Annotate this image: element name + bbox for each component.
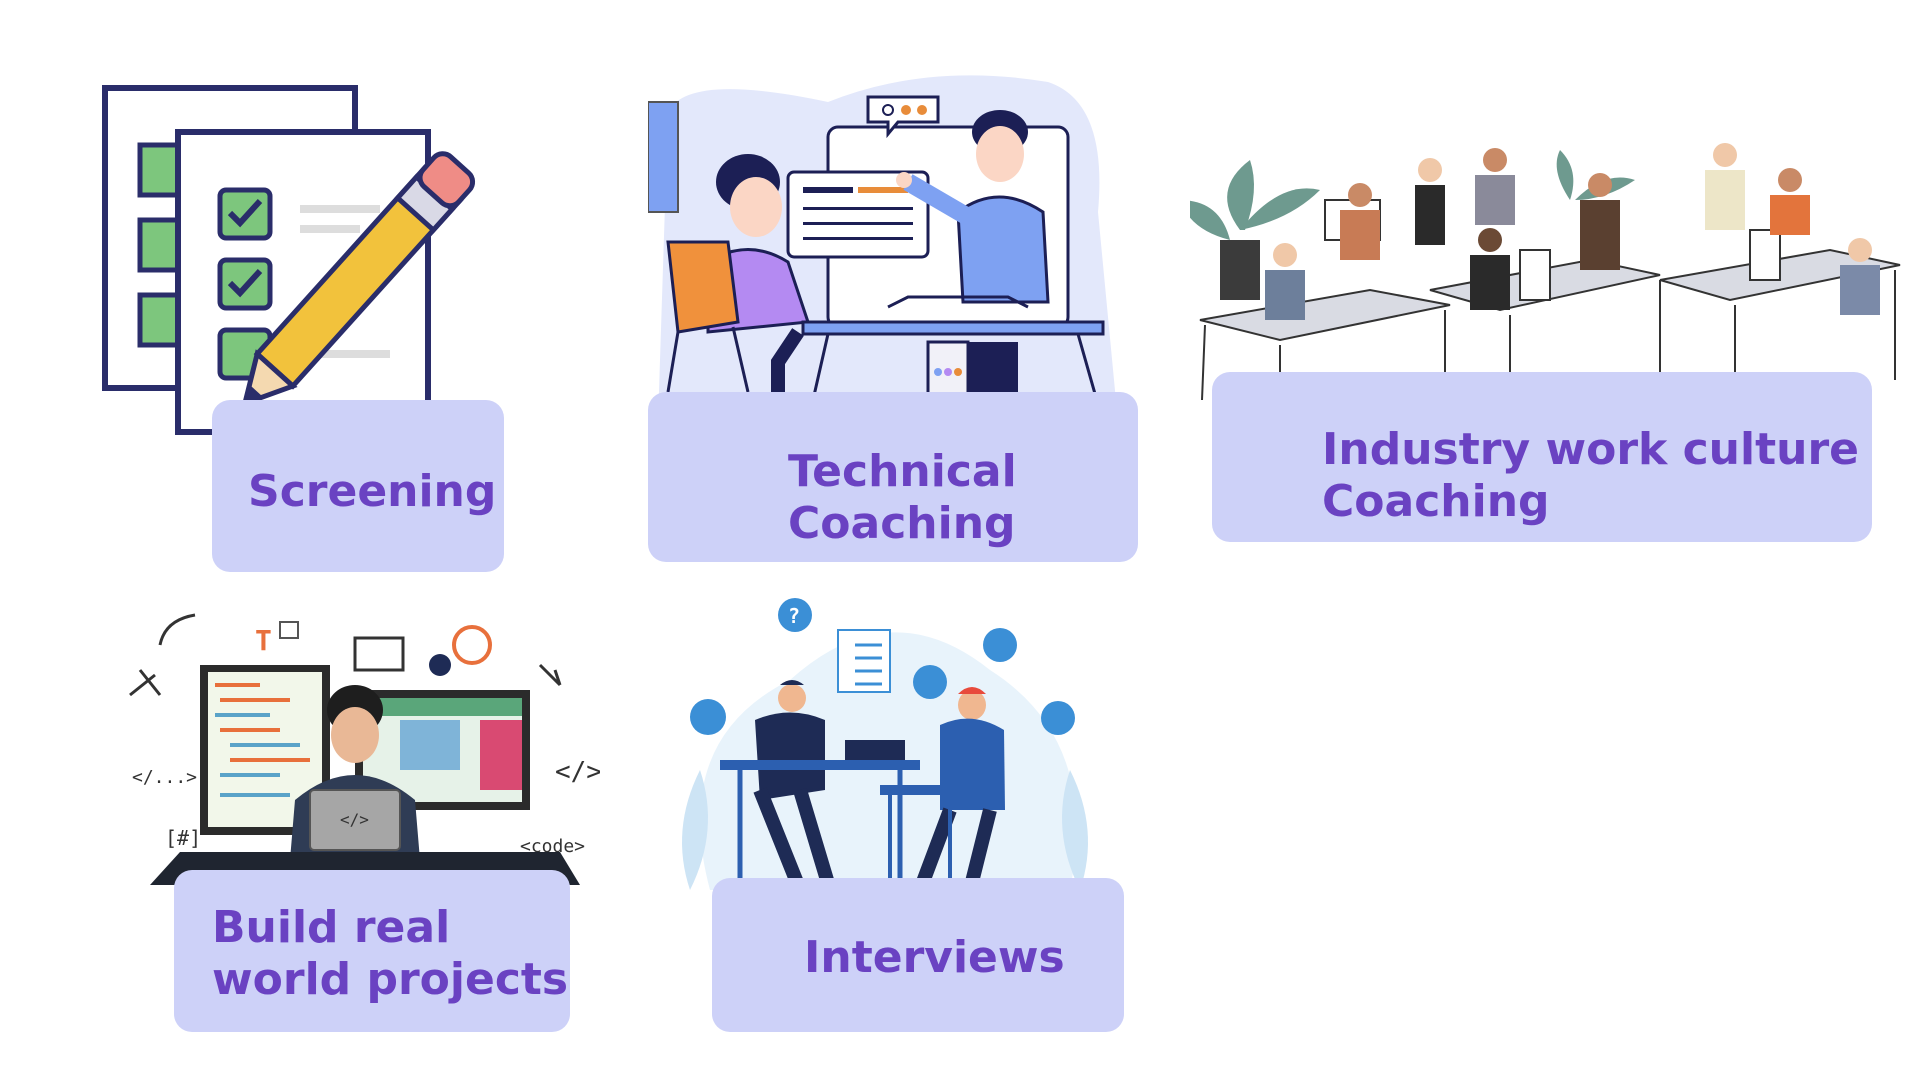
ellipsis-tag: </...> [132, 767, 197, 788]
card-technical-coaching-label: Technical Coaching [788, 446, 1017, 549]
chat-icon [690, 699, 726, 735]
lightbulb-icon [983, 628, 1017, 662]
checklist-icon [837, 629, 891, 693]
question-glyph: ? [788, 604, 800, 628]
technical-coaching-illustration [648, 75, 1118, 424]
checklist-illustration [102, 85, 476, 435]
card-interviews[interactable]: Interviews [712, 878, 1124, 1032]
card-work-culture-coaching[interactable]: Industry work culture Coaching [1212, 372, 1872, 542]
t-glyph: T [255, 624, 272, 657]
gear-icon [452, 625, 492, 665]
card-work-culture-coaching-label: Industry work culture Coaching [1322, 424, 1859, 527]
question-icon [778, 598, 812, 632]
card-technical-coaching[interactable]: Technical Coaching [648, 392, 1138, 562]
gear-icon [429, 654, 451, 676]
laptop-code-tag: </> [340, 810, 369, 829]
developer-workspace-illustration: T </...> </> [#] <code> </> [129, 613, 600, 885]
card-interviews-label: Interviews [804, 932, 1065, 983]
settings-icon [913, 665, 947, 699]
card-build-projects[interactable]: Build real world projects [174, 870, 570, 1032]
card-screening[interactable]: Screening [212, 400, 504, 572]
card-screening-label: Screening [248, 466, 497, 517]
graduation-cap-icon [1041, 701, 1075, 735]
code-tag: <code> [520, 836, 585, 857]
card-build-projects-label: Build real world projects [212, 902, 569, 1005]
close-tag: </> [555, 757, 600, 787]
office-team-illustration [1190, 143, 1901, 410]
hash-tag: [#] [165, 826, 201, 850]
